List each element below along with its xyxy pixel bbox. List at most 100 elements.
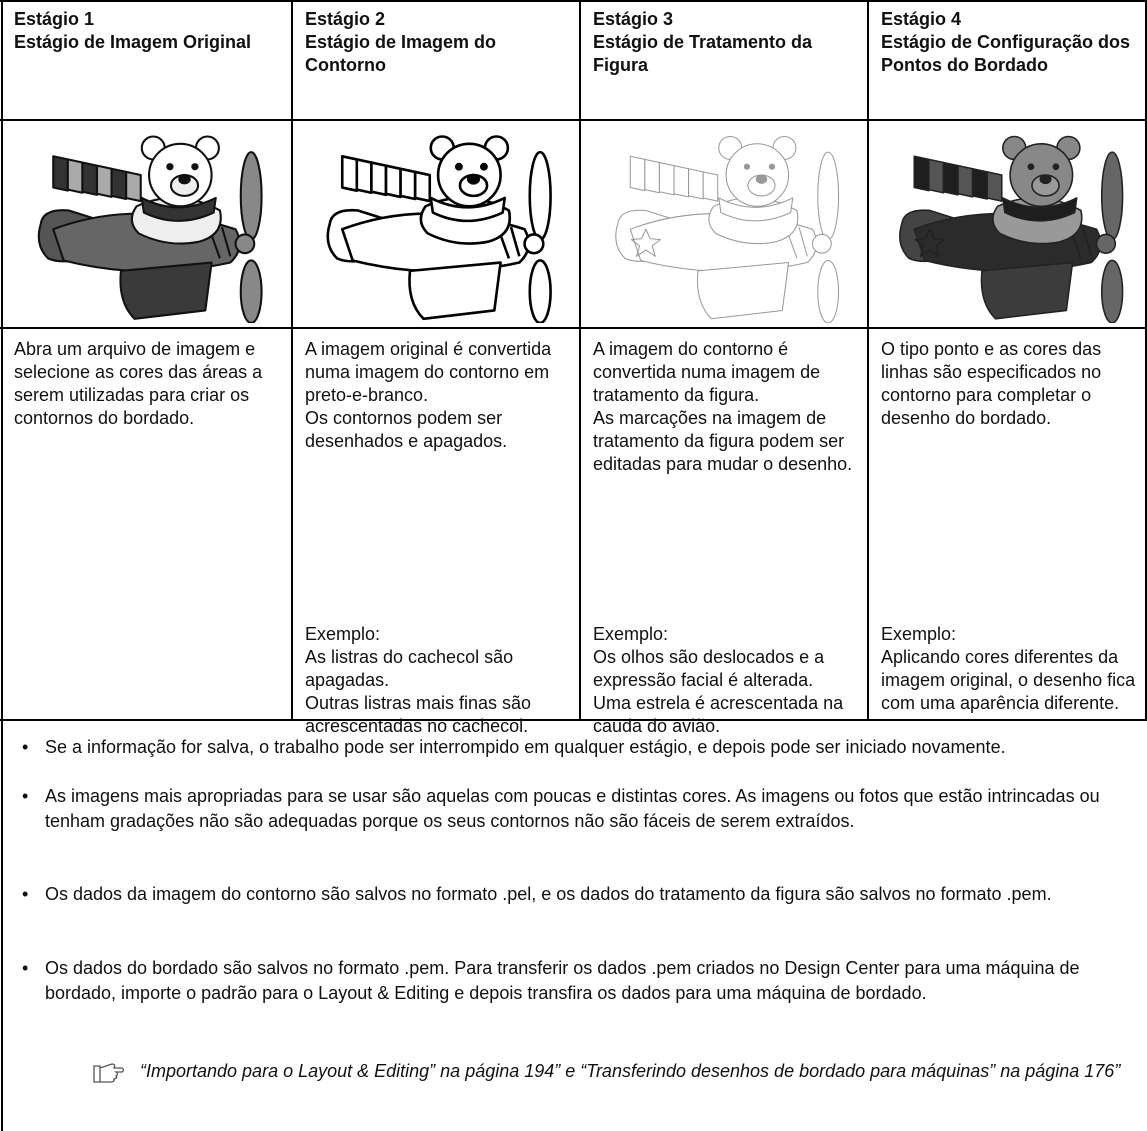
illustration-shape	[743, 163, 751, 170]
illustration	[899, 135, 1124, 323]
illustration-shape	[408, 261, 502, 321]
table-border	[1145, 0, 1147, 721]
illustration-shape	[1027, 163, 1035, 171]
example: Exemplo: As listras do cachecol são apaga…	[305, 623, 571, 738]
bullet-item: • Os dados da imagem do contorno são salv…	[22, 882, 1132, 907]
illustration-shape	[124, 170, 142, 203]
description-text: A imagem original é convertida numa imag…	[305, 339, 552, 405]
illustration-shape	[1095, 233, 1117, 254]
illustration-shape	[1052, 163, 1060, 171]
illustration-shape	[340, 154, 359, 192]
illustration-shape	[466, 173, 481, 185]
illustration-shape	[528, 150, 552, 241]
table-border	[867, 0, 869, 721]
description-text: As marcações na imagem de tratamento da …	[593, 408, 853, 474]
illustration-shape	[93, 1063, 125, 1083]
illustration-shape	[914, 228, 946, 258]
illustration	[37, 135, 263, 323]
illustration-shape	[413, 170, 432, 203]
illustration-shape	[1100, 259, 1124, 323]
illustration-shape	[80, 161, 98, 196]
illustration	[326, 135, 552, 323]
example-text: Os olhos são deslocados e a expressão fa…	[593, 647, 825, 690]
header-cell: Estágio 4 Estágio de Configuração dos Pon…	[869, 2, 1147, 119]
example-text: Uma estrela é acrescentada na cauda do a…	[593, 693, 844, 736]
illustration-shape	[370, 161, 388, 197]
bullet-text: Se a informação for salva, o trabalho po…	[45, 737, 1006, 757]
illustration-shape	[696, 262, 790, 320]
illustration-shape	[177, 174, 191, 185]
image-cell	[2, 121, 291, 327]
illustration-shape	[239, 259, 263, 323]
header-cell: Estágio 2 Estágio de Imagem do Contorno	[293, 2, 579, 119]
illustration-shape	[971, 168, 988, 200]
description-text: O tipo ponto e as cores das linhas são e…	[881, 339, 1102, 428]
illustration-shape	[629, 155, 646, 192]
example: Exemplo: Os olhos são deslocados e a expr…	[593, 623, 859, 738]
stage-label: Estágio 2	[305, 9, 386, 29]
illustration-shape	[768, 163, 776, 170]
description-cell: Abra um arquivo de imagem e selecione as…	[2, 329, 291, 719]
illustration-shape	[928, 158, 945, 194]
example-label: Exemplo:	[881, 624, 957, 644]
illustration-shape	[355, 158, 373, 195]
illustration-shape	[51, 155, 69, 192]
description-text: Abra um arquivo de imagem e selecione as…	[14, 339, 263, 428]
illustration	[615, 135, 840, 323]
illustration-shape	[644, 158, 660, 194]
illustration-shape	[190, 163, 199, 171]
illustration-shape	[523, 233, 545, 255]
table-border	[0, 119, 1147, 121]
example-text: As listras do cachecol são apagadas.	[305, 647, 514, 690]
example: Exemplo: Aplicando cores diferentes da im…	[881, 623, 1139, 715]
illustration-shape	[239, 151, 263, 241]
stage-title: Estágio de Configuração dos Pontos do Bo…	[881, 32, 1131, 75]
illustration-shape	[980, 261, 1074, 320]
bullet: •	[22, 786, 29, 806]
bullet-text: Os dados da imagem do contorno são salvo…	[45, 884, 1052, 904]
illustration-shape	[1100, 151, 1124, 241]
image-cell	[869, 121, 1147, 327]
table-border	[0, 327, 1147, 329]
example-label: Exemplo:	[593, 624, 669, 644]
illustration-shape	[658, 162, 675, 196]
illustration-shape	[702, 171, 719, 202]
stage-title: Estágio de Imagem Original	[14, 32, 252, 52]
illustration-shape	[942, 161, 959, 196]
bullet: •	[22, 737, 29, 757]
illustration-shape	[429, 196, 507, 223]
reference-text: “Importando para o Layout & Editing” na …	[140, 1061, 1121, 1081]
header-cell: Estágio 1 Estágio de Imagem Original	[2, 2, 291, 119]
table-border	[1, 0, 3, 1131]
table-border	[0, 719, 1147, 721]
illustration-shape	[234, 233, 255, 255]
bullet: •	[22, 958, 29, 978]
illustration-shape	[673, 165, 690, 198]
illustration-shape	[1039, 174, 1052, 185]
table-border	[579, 0, 581, 721]
illustration-shape	[1002, 197, 1078, 222]
description-cell: A imagem do contorno é convertida numa i…	[581, 329, 867, 736]
illustration-shape	[812, 233, 832, 254]
example-text: Outras listras mais finas são acrescenta…	[305, 693, 532, 736]
description-text: A imagem do contorno é convertida numa i…	[593, 339, 821, 405]
table-border	[291, 0, 293, 721]
bullet-text: Os dados do bordado são salvos no format…	[45, 958, 1080, 1003]
illustration-shape	[630, 228, 661, 257]
bullet-item: • Se a informação for salva, o trabalho p…	[22, 735, 1132, 760]
description-text: Os contornos podem ser desenhados e apag…	[305, 408, 508, 451]
illustration-shape	[957, 164, 974, 198]
stage-label: Estágio 4	[881, 9, 962, 29]
bullet: •	[22, 884, 29, 904]
header-cell: Estágio 3 Estágio de Tratamento da Figura	[581, 2, 867, 119]
illustration-shape	[399, 167, 417, 201]
bullet-text: As imagens mais apropriadas para se usar…	[45, 786, 1100, 831]
image-cell	[581, 121, 867, 327]
illustration-shape	[480, 162, 488, 171]
illustration-shape	[718, 197, 794, 222]
illustration-shape	[384, 164, 402, 199]
example-text: Aplicando cores diferentes da imagem ori…	[881, 647, 1136, 713]
illustration-shape	[986, 171, 1003, 202]
reference-icon	[93, 1063, 125, 1083]
